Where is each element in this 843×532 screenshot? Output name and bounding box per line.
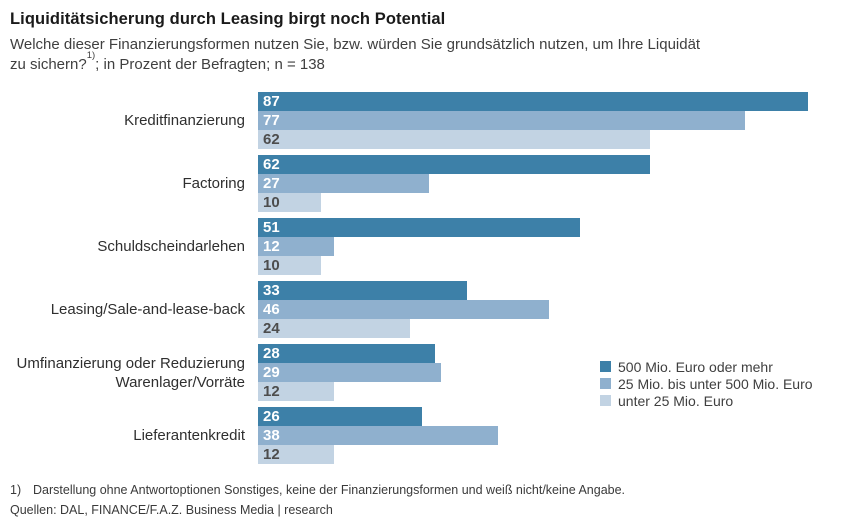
chart-row: Kreditfinanzierung 87 77 62 [10,92,833,149]
subtitle-line2-post: ; in Prozent der Befragten; n = 138 [95,56,325,73]
bar-value-label: 87 [263,93,280,110]
bar-value-label: 12 [263,238,280,255]
footnote: 1) Darstellung ohne Antwortoptionen Sons… [10,483,833,497]
bar-value-label: 51 [263,219,280,236]
bar-series-2: 12 [258,237,334,256]
bar-series-2: 77 [258,111,745,130]
bar-series-1: 87 [258,92,808,111]
bars-group: 33 46 24 [258,281,833,338]
legend-label: 500 Mio. Euro oder mehr [618,358,773,375]
chart-row: Factoring 62 27 10 [10,155,833,212]
legend-item: 25 Mio. bis unter 500 Mio. Euro [600,375,813,392]
chart-legend: 500 Mio. Euro oder mehr 25 Mio. bis unter… [600,358,813,409]
bar-series-1: 33 [258,281,467,300]
bar-series-3: 10 [258,256,321,275]
bar-value-label: 33 [263,282,280,299]
category-label: Factoring [182,175,245,192]
bars-group: 26 38 12 [258,407,833,464]
chart-rows: Kreditfinanzierung 87 77 62 Factoring 62 27 10 S… [10,92,833,464]
bar-value-label: 10 [263,194,280,211]
subtitle-line2-pre: zu sichern? [10,56,87,73]
chart-subtitle: Welche dieser Finanzierungsformen nutzen… [10,35,833,75]
bar-series-1: 26 [258,407,422,426]
category-label: Umfinanzierung oder Reduzierung Warenlag… [16,354,245,391]
bars-group: 87 77 62 [258,92,833,149]
bars-group: 62 27 10 [258,155,833,212]
bar-series-1: 51 [258,218,580,237]
footnote-marker: 1) [10,483,22,497]
infographic: Liquiditätsicherung durch Leasing birgt … [10,10,833,517]
bar-value-label: 77 [263,112,280,129]
bar-series-3: 10 [258,193,321,212]
chart-row: Umfinanzierung oder Reduzierung Warenlag… [10,344,833,401]
bar-chart: Kreditfinanzierung 87 77 62 Factoring 62 27 10 S… [10,92,833,464]
legend-swatch [600,361,611,372]
bar-value-label: 62 [263,156,280,173]
footnote-text: Darstellung ohne Antwortoptionen Sonstig… [33,483,626,497]
bar-value-label: 27 [263,175,280,192]
bar-value-label: 29 [263,364,280,381]
category-label: Schuldscheindarlehen [97,238,245,255]
bar-value-label: 62 [263,131,280,148]
chart-row: Leasing/Sale-and-lease-back 33 46 24 [10,281,833,338]
bar-series-3: 12 [258,382,334,401]
legend-label: unter 25 Mio. Euro [618,392,734,409]
bar-value-label: 10 [263,257,280,274]
bar-value-label: 12 [263,383,280,400]
chart-row: Lieferantenkredit 26 38 12 [10,407,833,464]
footnote-reference: 1) [86,50,96,61]
bar-value-label: 46 [263,301,280,318]
bar-series-3: 12 [258,445,334,464]
bar-series-1: 28 [258,344,435,363]
sources-line: Quellen: DAL, FINANCE/F.A.Z. Business Me… [10,503,333,517]
bar-series-3: 62 [258,130,650,149]
legend-item: 500 Mio. Euro oder mehr [600,358,813,375]
bars-group: 51 12 10 [258,218,833,275]
bar-series-2: 27 [258,174,429,193]
subtitle-line1: Welche dieser Finanzierungsformen nutzen… [10,36,701,53]
legend-item: unter 25 Mio. Euro [600,392,813,409]
bar-value-label: 28 [263,345,280,362]
bar-series-2: 46 [258,300,549,319]
category-label: Kreditfinanzierung [124,112,245,129]
category-label: Leasing/Sale-and-lease-back [50,301,245,318]
category-label: Lieferantenkredit [133,427,245,444]
bar-series-2: 29 [258,363,441,382]
bar-value-label: 26 [263,408,280,425]
bar-value-label: 38 [263,427,280,444]
bar-series-1: 62 [258,155,650,174]
legend-label: 25 Mio. bis unter 500 Mio. Euro [618,375,813,392]
bars-group: 28 29 12 [258,344,833,401]
bar-series-3: 24 [258,319,410,338]
chart-row: Schuldscheindarlehen 51 12 10 [10,218,833,275]
legend-swatch [600,395,611,406]
bar-value-label: 24 [263,320,280,337]
legend-swatch [600,378,611,389]
page-title: Liquiditätsicherung durch Leasing birgt … [10,10,446,28]
bar-value-label: 12 [263,446,280,463]
bar-series-2: 38 [258,426,498,445]
